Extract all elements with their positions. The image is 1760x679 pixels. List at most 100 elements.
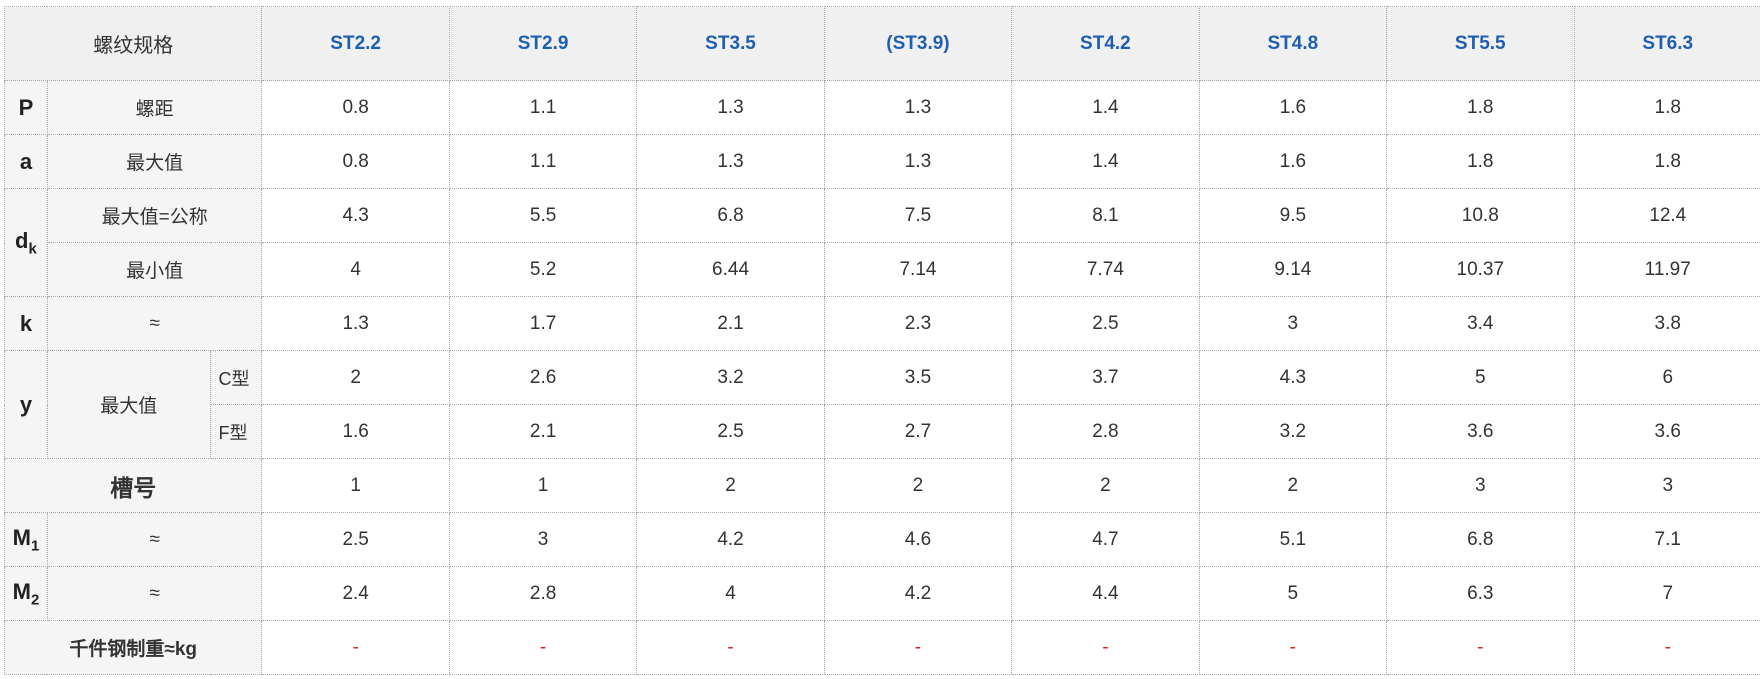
table-cell: 2.5 <box>1011 296 1200 351</box>
row-symbol-a: a <box>4 134 48 189</box>
table-cell: 1.6 <box>261 404 450 459</box>
thread-spec-header: 螺纹规格 <box>3 6 263 81</box>
spec-header: ST3.5 <box>636 6 825 81</box>
thread-spec-table: 螺纹规格 ST2.2 ST2.9 ST3.5 (ST3.9) ST4.2 ST4… <box>3 6 1760 675</box>
table-row-dk-max: dk 最大值=公称 4.3 5.5 6.8 7.5 8.1 9.5 10.8 1… <box>4 188 1760 297</box>
table-cell: 1.3 <box>636 134 825 189</box>
table-row-dk-min: 最小值 4 5.2 6.44 7.14 7.74 9.14 10.37 11.9… <box>5 242 1760 297</box>
m2-symbol-letter: M <box>12 578 31 604</box>
table-cell: - <box>1573 620 1760 675</box>
table-cell: 4 <box>261 242 450 297</box>
table-cell: 2 <box>261 350 450 405</box>
table-cell: - <box>1198 620 1388 675</box>
table-cell: 3.7 <box>1011 350 1200 405</box>
table-cell: 6.8 <box>636 188 825 243</box>
table-cell: 3 <box>1386 458 1575 513</box>
dk-symbol-letter: d <box>15 227 29 253</box>
table-cell: 2 <box>1198 458 1388 513</box>
header-row: 螺纹规格 ST2.2 ST2.9 ST3.5 (ST3.9) ST4.2 ST4… <box>3 6 1760 81</box>
table-cell: 4.2 <box>636 512 825 567</box>
table-cell: 2.1 <box>636 296 825 351</box>
table-cell: 4.2 <box>823 566 1013 621</box>
table-cell: 2.6 <box>448 350 638 405</box>
m1-symbol-letter: M <box>12 524 31 550</box>
table-cell: 3 <box>1198 296 1388 351</box>
table-cell: 1.4 <box>1011 134 1200 189</box>
table-cell: 1.3 <box>823 80 1013 135</box>
table-cell: 3.8 <box>1573 296 1760 351</box>
table-cell: 2 <box>636 458 825 513</box>
table-cell: 10.8 <box>1386 188 1575 243</box>
table-cell: 7.5 <box>823 188 1013 243</box>
table-cell: 3 <box>448 512 638 567</box>
row-symbol-m1: M1 <box>4 512 48 567</box>
table-cell: 6.8 <box>1386 512 1575 567</box>
table-cell: 6.44 <box>636 242 825 297</box>
table-cell: 9.5 <box>1198 188 1388 243</box>
table-row-m1: M1 ≈ 2.5 3 4.2 4.6 4.7 5.1 6.8 7.1 <box>4 512 1760 567</box>
table-cell: 3.4 <box>1386 296 1575 351</box>
table-cell: 4.4 <box>1011 566 1200 621</box>
row-label-dk-max: 最大值=公称 <box>46 188 263 243</box>
table-cell: 2.4 <box>261 566 450 621</box>
spec-header: (ST3.9) <box>823 6 1013 81</box>
m2-symbol-subscript: 2 <box>30 591 40 609</box>
table-cell: 4.7 <box>1011 512 1200 567</box>
m1-symbol-subscript: 1 <box>30 537 40 555</box>
table-row-weight: 千件钢制重≈kg - - - - - - - - <box>3 620 1760 675</box>
table-cell: 1.1 <box>448 80 638 135</box>
table-row-a: a 最大值 0.8 1.1 1.3 1.3 1.4 1.6 1.8 1.8 <box>4 134 1760 189</box>
row-symbol-k: k <box>4 296 48 351</box>
table-cell: 2.8 <box>448 566 638 621</box>
table-cell: 4 <box>636 566 825 621</box>
table-cell: 1.3 <box>261 296 450 351</box>
table-cell: - <box>261 620 450 675</box>
table-body: 螺纹规格 ST2.2 ST2.9 ST3.5 (ST3.9) ST4.2 ST4… <box>3 6 1760 675</box>
table-cell: 1.6 <box>1198 80 1388 135</box>
table-cell: 1.6 <box>1198 134 1388 189</box>
table-cell: 1.8 <box>1573 80 1760 135</box>
table-cell: 1.4 <box>1011 80 1200 135</box>
table-cell: 10.37 <box>1386 242 1575 297</box>
table-cell: - <box>1386 620 1575 675</box>
row-label-y-type-f: F型 <box>209 404 263 459</box>
table-cell: 7 <box>1573 566 1760 621</box>
spec-header: ST2.2 <box>261 6 450 81</box>
table-cell: 4.6 <box>823 512 1013 567</box>
table-cell: 2.8 <box>1011 404 1200 459</box>
spec-header: ST6.3 <box>1573 6 1760 81</box>
table-cell: 12.4 <box>1573 188 1760 243</box>
spec-header: ST5.5 <box>1386 6 1575 81</box>
table-cell: 5.2 <box>448 242 638 297</box>
table-cell: - <box>636 620 825 675</box>
table-cell: - <box>1011 620 1200 675</box>
table-cell: 5 <box>1198 566 1388 621</box>
row-symbol-y: y <box>4 350 48 459</box>
table-cell: 1.1 <box>448 134 638 189</box>
row-label-weight: 千件钢制重≈kg <box>3 620 263 675</box>
table-cell: 2.3 <box>823 296 1013 351</box>
table-cell: 2.7 <box>823 404 1013 459</box>
table-cell: 1.8 <box>1386 134 1575 189</box>
table-row-pitch: P 螺距 0.8 1.1 1.3 1.3 1.4 1.6 1.8 1.8 <box>4 80 1760 135</box>
table-cell: 3.2 <box>636 350 825 405</box>
table-cell: 1.7 <box>448 296 638 351</box>
dk-symbol-subscript: k <box>28 240 37 258</box>
row-label-m1-approx: ≈ <box>46 512 263 567</box>
table-cell: - <box>448 620 638 675</box>
table-cell: 3.6 <box>1573 404 1760 459</box>
row-label-m2-approx: ≈ <box>46 566 263 621</box>
row-label-a-max: 最大值 <box>46 134 263 189</box>
table-cell: 2.5 <box>636 404 825 459</box>
row-label-y-max: 最大值 <box>46 350 211 459</box>
table-row-m2: M2 ≈ 2.4 2.8 4 4.2 4.4 5 6.3 7 <box>4 566 1760 621</box>
table-cell: 2 <box>823 458 1013 513</box>
table-cell: 11.97 <box>1573 242 1760 297</box>
table-cell: 1.3 <box>823 134 1013 189</box>
table-cell: 4.3 <box>1198 350 1388 405</box>
table-cell: 4.3 <box>261 188 450 243</box>
table-cell: 3.6 <box>1386 404 1575 459</box>
table-cell: 0.8 <box>261 80 450 135</box>
table-cell: 1.8 <box>1386 80 1575 135</box>
row-label-pitch: 螺距 <box>46 80 263 135</box>
